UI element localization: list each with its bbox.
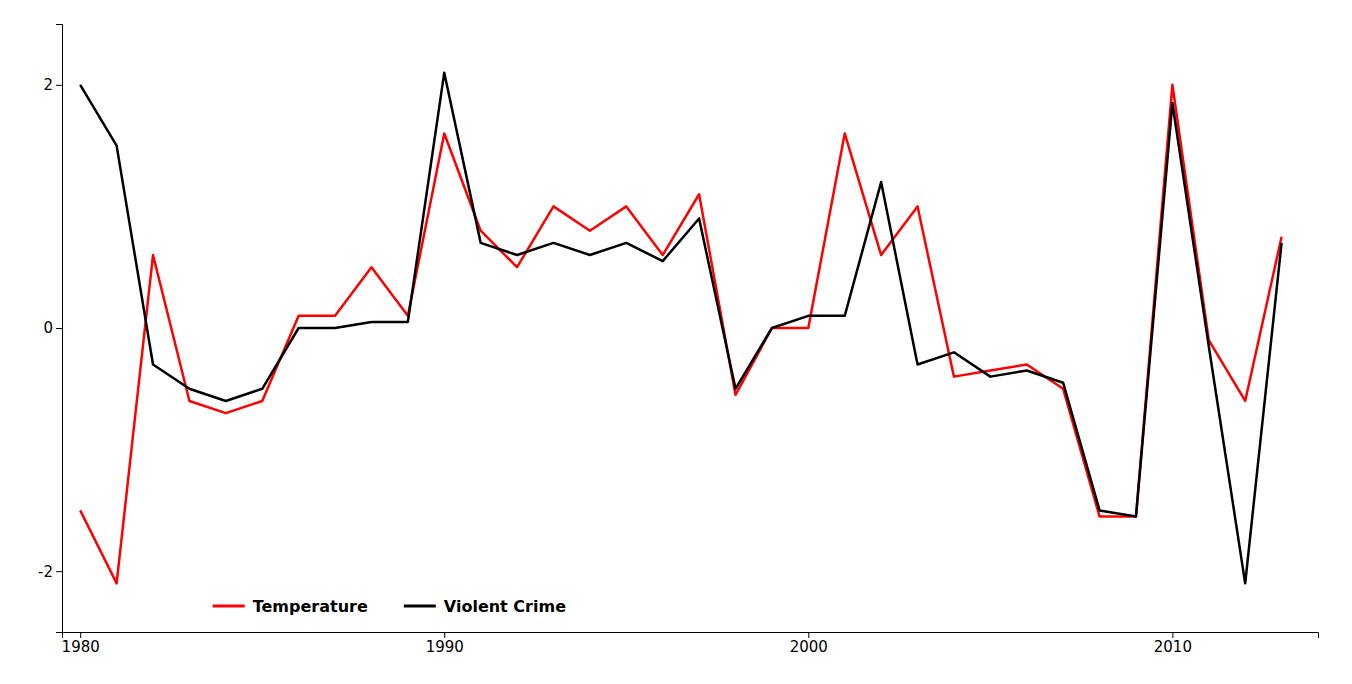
tick-label: 2000 — [790, 638, 828, 656]
x-axis-line — [63, 633, 1319, 639]
y-axis-line — [56, 25, 63, 633]
tick-label: 2010 — [1154, 638, 1192, 656]
tick-label: 1990 — [426, 638, 464, 656]
legend-item: Violent Crime — [404, 597, 566, 616]
tick-label: 2 — [43, 76, 53, 94]
legend-swatch — [404, 605, 436, 608]
legend-label: Violent Crime — [444, 597, 566, 616]
tick: 1990 — [426, 632, 464, 656]
tick-label: 0 — [43, 319, 53, 337]
tick: 2010 — [1154, 632, 1192, 656]
y-axis: -2 0 2 — [38, 25, 62, 633]
tick: 2 — [43, 76, 62, 94]
legend-swatch — [213, 605, 245, 608]
series-group — [80, 73, 1281, 584]
tick-label: 1980 — [62, 638, 100, 656]
legend-label: Temperature — [253, 597, 368, 616]
chart: 1980 1990 2000 2010 -2 0 2 Temperature Violent C… — [0, 0, 1352, 684]
legend-item: Temperature — [213, 597, 368, 616]
plot-area: 1980 1990 2000 2010 -2 0 2 Temperature Violent C… — [38, 25, 1318, 656]
tick: 2000 — [790, 632, 828, 656]
legend: Temperature Violent Crime — [213, 597, 566, 616]
tick-mark — [56, 571, 62, 572]
tick-mark — [56, 328, 62, 329]
series-line — [80, 85, 1281, 584]
tick: 1980 — [62, 632, 100, 656]
tick-label: -2 — [38, 563, 53, 581]
series-line — [80, 73, 1281, 584]
tick: -2 — [38, 563, 62, 581]
x-axis: 1980 1990 2000 2010 — [62, 632, 1319, 656]
tick: 0 — [43, 319, 62, 337]
tick-mark — [56, 85, 62, 86]
